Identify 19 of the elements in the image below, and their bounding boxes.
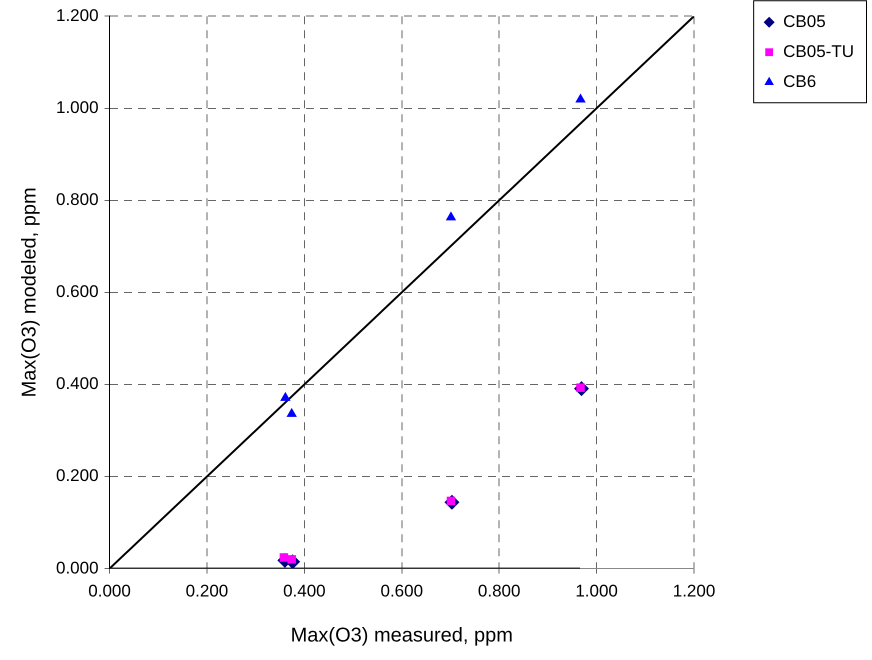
y-tick-label: 0.600	[56, 282, 99, 302]
x-tick-label: 1.000	[575, 581, 618, 600]
x-axis-title: Max(O3) measured, ppm	[290, 624, 513, 647]
y-tick-label: 0.800	[56, 190, 99, 210]
y-axis-title: Max(O3) modeled, ppm	[18, 187, 41, 398]
x-tick-label: 1.200	[672, 581, 716, 600]
x-tick-label: 0.400	[283, 581, 326, 600]
y-tick-label: 1.000	[56, 98, 99, 117]
legend-label: CB05	[783, 12, 826, 31]
y-tick-label: 1.200	[56, 6, 99, 25]
legend-label: CB05-TU	[783, 42, 854, 61]
y-tick-label: 0.200	[56, 466, 99, 486]
y-tick-label: 0.000	[56, 558, 99, 578]
x-tick-label: 0.800	[478, 581, 520, 600]
x-tick-label: 0.200	[186, 581, 228, 600]
x-tick-label: 0.600	[380, 581, 424, 600]
y-tick-label: 0.400	[56, 374, 99, 394]
legend-label: CB6	[783, 72, 816, 91]
x-tick-label: 0.000	[88, 581, 131, 600]
